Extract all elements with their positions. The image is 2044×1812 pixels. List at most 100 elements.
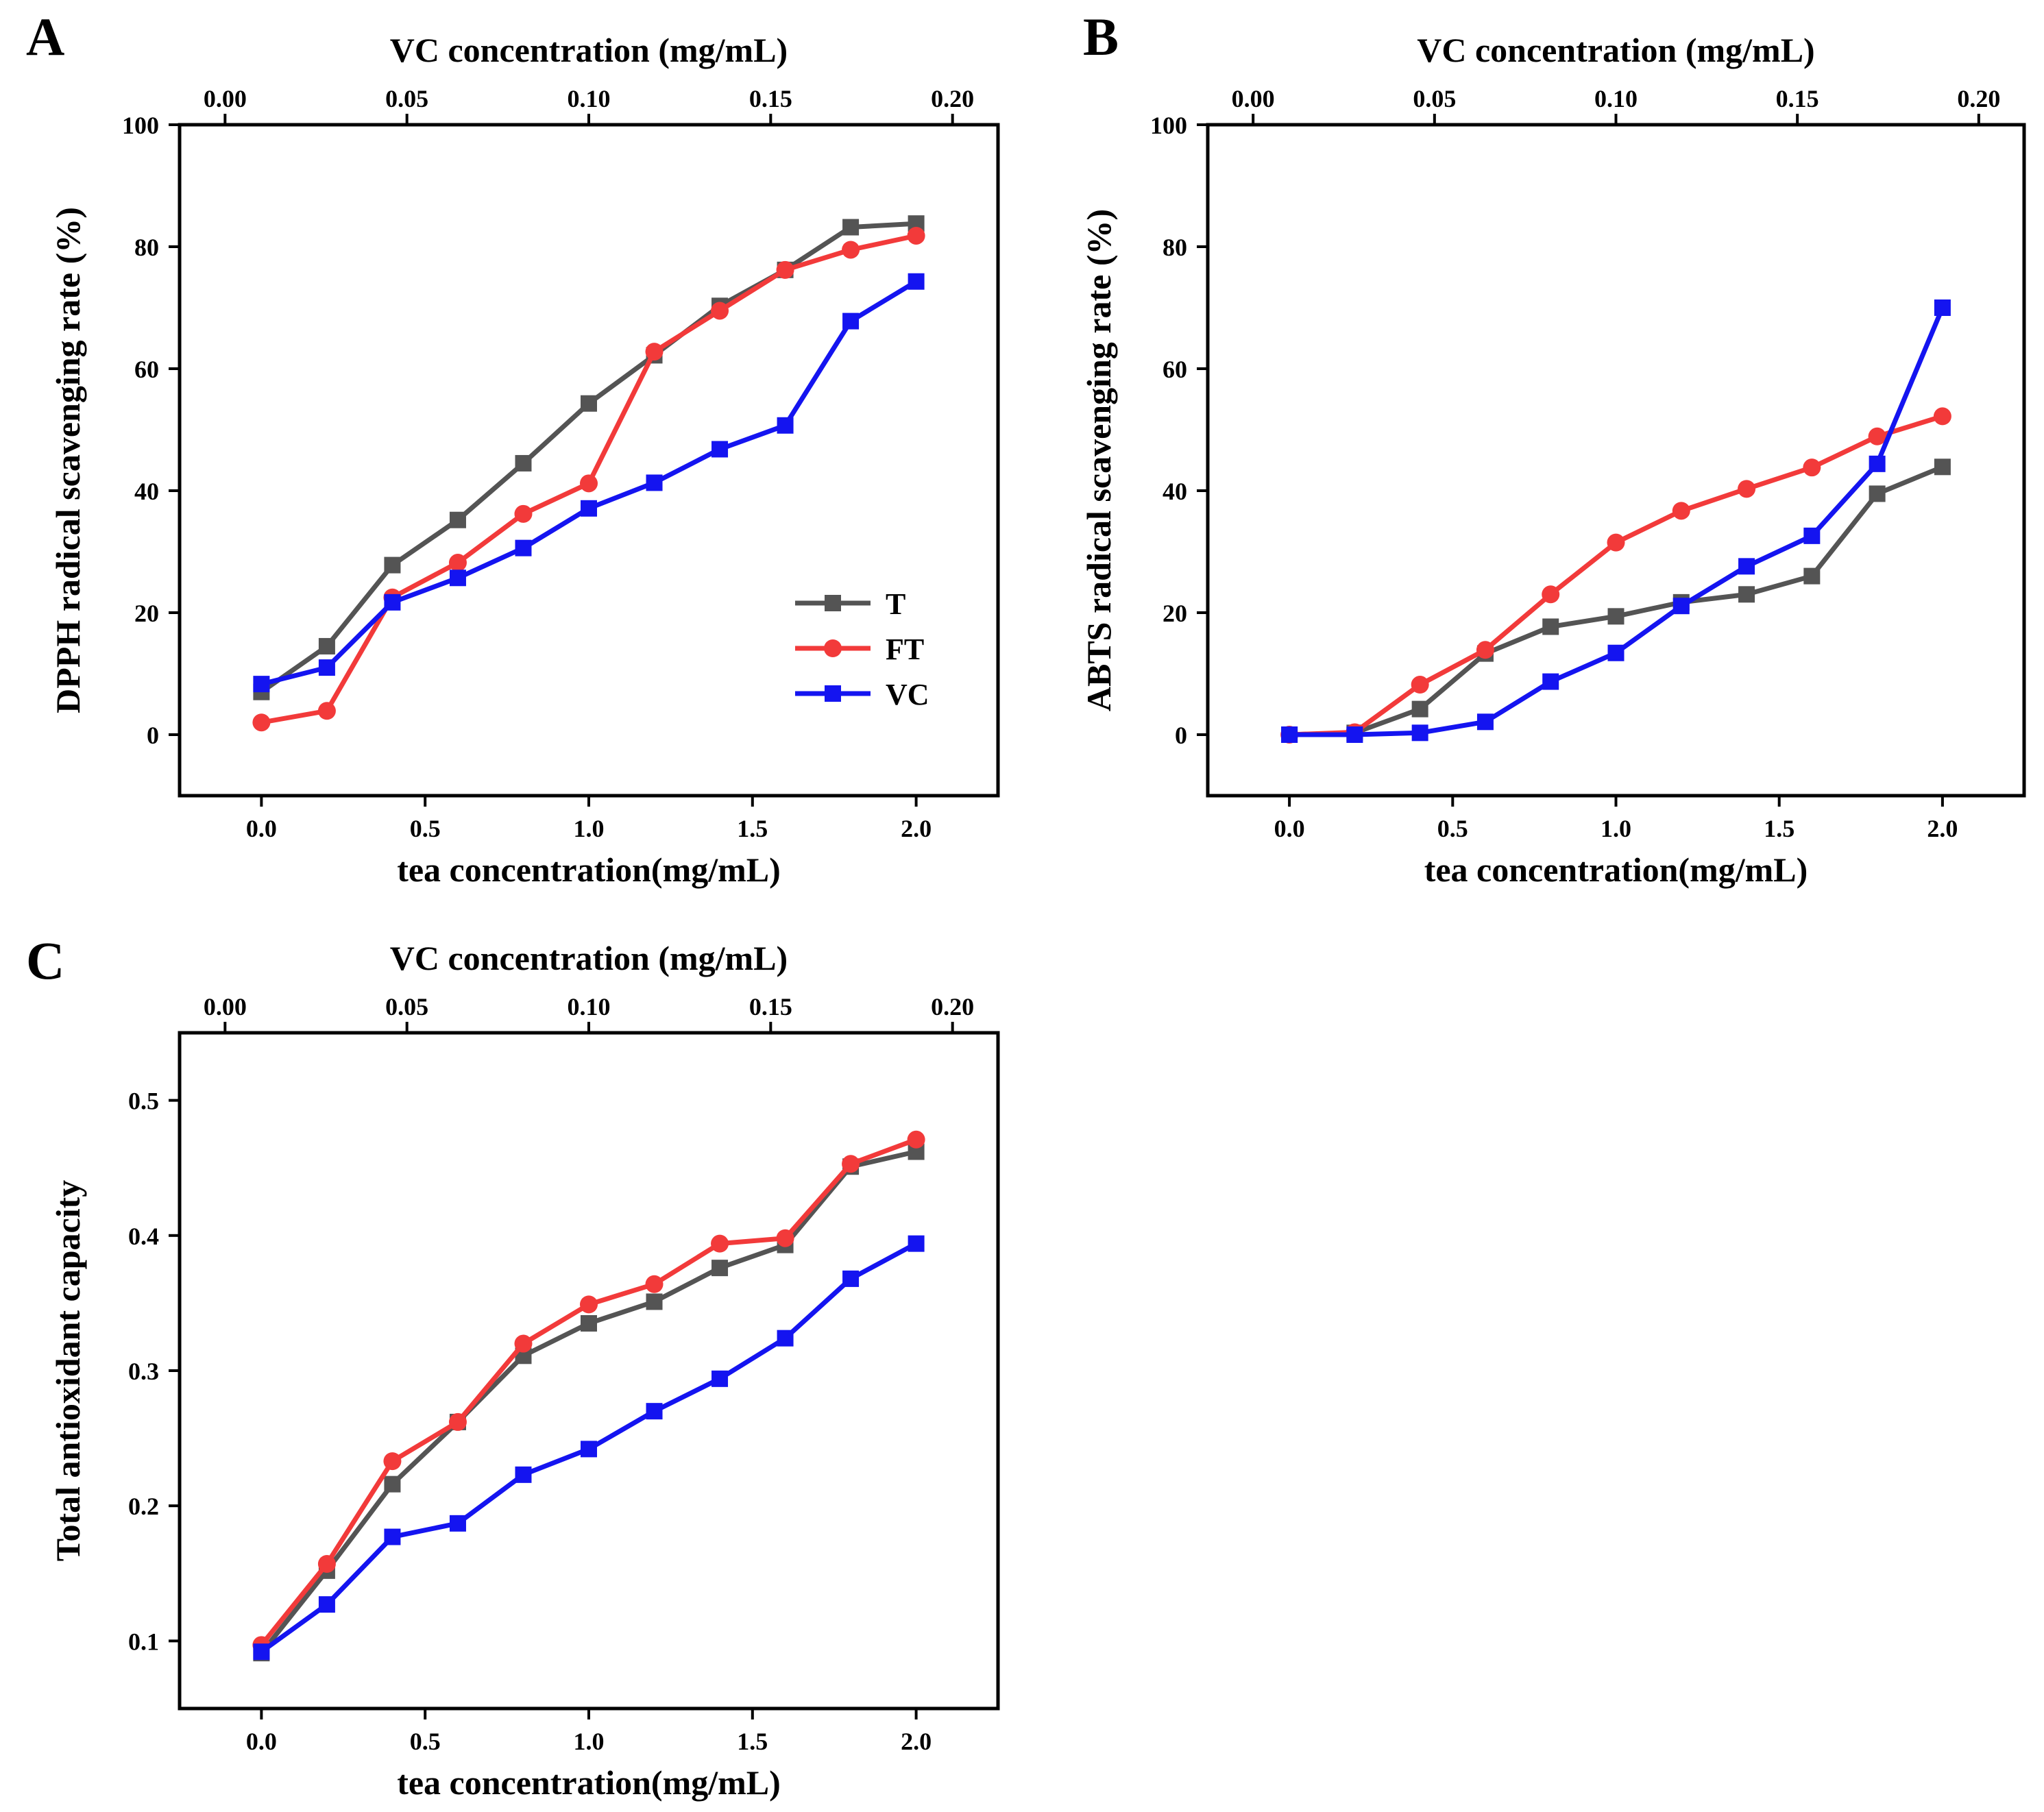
data-point: [1542, 618, 1559, 635]
data-point: [1934, 299, 1951, 316]
data-point: [645, 343, 664, 361]
data-point: [1411, 676, 1429, 694]
series-line-t: [1289, 465, 1944, 737]
data-point: [1346, 726, 1363, 743]
legend-marker: [825, 595, 841, 611]
x-axis-label: tea concentration(mg/mL): [397, 1763, 781, 1802]
y-axis-label: DPPH radical scavenging rate (%): [49, 207, 87, 713]
series-ft: [252, 226, 925, 732]
data-point: [449, 1515, 466, 1532]
x2-axis-label: VC concentration (mg/mL): [390, 939, 788, 977]
data-point: [842, 241, 860, 259]
data-point: [252, 713, 271, 732]
x-tick-label: 1.5: [1764, 815, 1794, 842]
x2-tick-label: 0.20: [1957, 85, 2000, 112]
data-point: [646, 1403, 663, 1420]
data-point: [646, 1293, 663, 1310]
data-point: [711, 1260, 729, 1277]
x2-tick-label: 0.05: [385, 85, 428, 112]
panel-label: B: [1083, 7, 1119, 66]
plot-frame: [1206, 123, 2026, 798]
data-point: [448, 554, 467, 572]
plot-frame: [178, 1031, 1000, 1711]
data-point: [515, 1466, 532, 1483]
series-line-vc: [1289, 306, 1945, 737]
y-tick-label: 0.5: [128, 1088, 159, 1115]
data-point: [1869, 485, 1886, 502]
data-point: [711, 1234, 729, 1253]
data-point: [253, 676, 270, 693]
series-vc: [253, 1235, 925, 1661]
data-point: [1411, 700, 1428, 718]
x-tick-label: 0.5: [1437, 815, 1468, 842]
chart-panel-b: B 0.0 0.5 1.0 1.5 2.0 0.00 0.05 0.10 0.15 0.20 0 20 4…: [1080, 7, 2026, 889]
data-point: [581, 1314, 597, 1332]
data-point: [449, 570, 466, 587]
legend-label-ft: FT: [886, 633, 924, 666]
x2-tick-label: 0.15: [1776, 85, 1819, 112]
data-point: [515, 539, 532, 556]
data-point: [908, 273, 925, 290]
y-tick-label: 20: [134, 600, 159, 627]
data-point: [317, 702, 336, 720]
x-axis-label: tea concentration(mg/mL): [1424, 850, 1808, 889]
data-point: [515, 454, 532, 472]
panel-label: C: [26, 931, 64, 990]
legend-marker: [824, 639, 842, 657]
data-point: [384, 593, 401, 611]
data-point: [383, 1452, 402, 1471]
data-point: [581, 1441, 597, 1458]
data-point: [1869, 455, 1886, 472]
data-point: [1803, 527, 1821, 544]
data-point: [711, 1370, 729, 1387]
data-point: [776, 260, 794, 279]
data-point: [1281, 726, 1298, 743]
data-point: [318, 637, 335, 654]
series-line-t: [259, 1149, 917, 1655]
data-point: [842, 1270, 860, 1287]
series-vc: [1281, 299, 1951, 743]
x2-tick-label: 0.10: [568, 993, 611, 1020]
series-t: [253, 215, 925, 700]
x-tick-label: 2.0: [901, 815, 932, 842]
series-t: [1281, 458, 1951, 743]
data-point: [776, 1229, 794, 1247]
data-point: [514, 1334, 533, 1353]
x2-axis-label: VC concentration (mg/mL): [1417, 31, 1814, 69]
data-point: [907, 226, 925, 245]
data-point: [318, 1596, 335, 1613]
data-point: [449, 511, 466, 528]
series-vc: [253, 273, 925, 693]
y-tick-label: 0: [147, 722, 159, 749]
chart-panel-c: C 0.0 0.5 1.0 1.5 2.0 0.00 0.05 0.10 0.15 0.20 0.1 0…: [26, 931, 1000, 1802]
y-tick-label: 20: [1163, 600, 1187, 627]
data-point: [514, 504, 533, 523]
data-point: [1738, 586, 1755, 603]
series-t: [253, 1143, 925, 1662]
y-tick-label: 0.2: [128, 1493, 159, 1520]
y-tick-label: 60: [134, 356, 159, 383]
data-point: [908, 1235, 925, 1252]
data-point: [318, 659, 335, 676]
y-tick-label: 80: [134, 234, 159, 261]
x2-tick-label: 0.05: [1413, 85, 1456, 112]
series-ft: [1280, 407, 1951, 744]
y-tick-label: 0.1: [128, 1628, 159, 1655]
data-point: [580, 1295, 598, 1314]
data-point: [842, 1155, 860, 1173]
y-tick-label: 40: [1163, 478, 1187, 505]
x2-tick-label: 0.10: [1594, 85, 1638, 112]
y-tick-label: 80: [1163, 234, 1187, 261]
data-point: [1607, 644, 1625, 661]
data-point: [1542, 585, 1560, 604]
y-axis-label: Total antioxidant capacity: [49, 1180, 87, 1562]
x-tick-label: 0.5: [410, 1728, 441, 1755]
data-point: [1934, 458, 1951, 476]
x2-tick-label: 0.00: [204, 85, 247, 112]
data-point: [580, 474, 598, 493]
data-point: [842, 219, 860, 236]
data-point: [317, 1554, 336, 1573]
x-tick-label: 1.0: [574, 815, 605, 842]
legend: T FT VC: [795, 587, 929, 711]
